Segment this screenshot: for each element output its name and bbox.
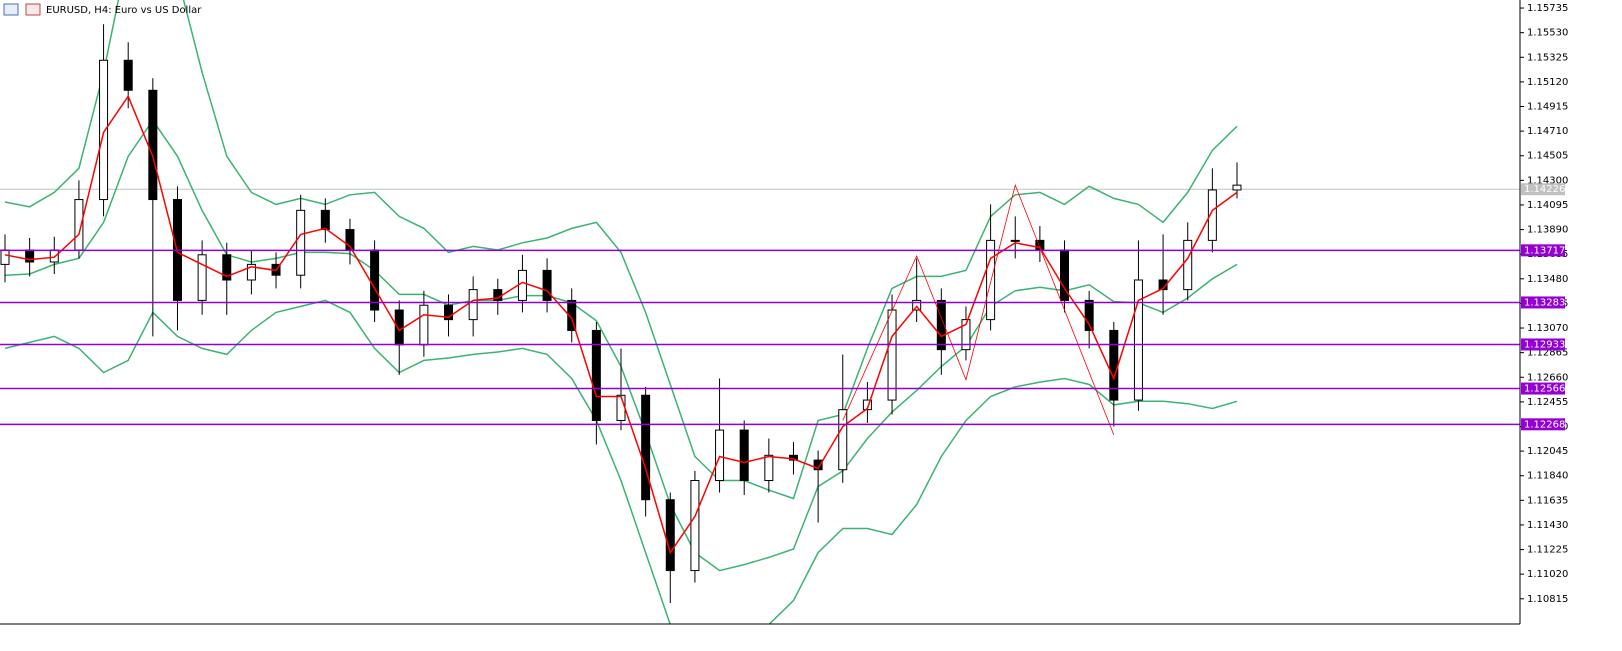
y-tick-label: 1.13070 bbox=[1527, 323, 1568, 334]
candle-body bbox=[148, 89, 158, 201]
y-tick-label: 1.14710 bbox=[1527, 126, 1568, 137]
level-badge bbox=[1521, 244, 1565, 257]
level-label: 1.12933 bbox=[1524, 339, 1565, 350]
current-price-label: 1.14226 bbox=[1524, 184, 1565, 195]
candle-body bbox=[1010, 239, 1020, 242]
candle-body bbox=[370, 249, 380, 311]
level-label: 1.13717 bbox=[1524, 245, 1565, 256]
y-tick-label: 1.11020 bbox=[1527, 569, 1568, 580]
y-tick-label: 1.15325 bbox=[1527, 52, 1568, 63]
candle-body bbox=[641, 394, 651, 501]
candle-body bbox=[739, 429, 749, 482]
candle-body bbox=[567, 299, 577, 331]
y-tick-label: 1.10815 bbox=[1527, 594, 1568, 605]
candle-body bbox=[246, 263, 256, 281]
candle-body bbox=[517, 269, 527, 301]
level-label: 1.12566 bbox=[1524, 384, 1565, 395]
y-tick-label: 1.15735 bbox=[1527, 3, 1568, 14]
candle-body bbox=[419, 304, 429, 346]
candle-body bbox=[936, 299, 946, 351]
level-label: 1.12268 bbox=[1524, 419, 1565, 430]
chart-title: EURUSD, H4: Euro vs US Dollar bbox=[46, 5, 202, 16]
y-tick-label: 1.12045 bbox=[1527, 446, 1568, 457]
candle-body bbox=[961, 319, 971, 351]
candle-body bbox=[49, 249, 59, 263]
candle-body bbox=[99, 59, 109, 201]
candle-body bbox=[197, 254, 207, 301]
candle-body bbox=[320, 209, 330, 231]
y-tick-label: 1.15120 bbox=[1527, 77, 1568, 88]
plot-area bbox=[0, 0, 1520, 624]
candle-body bbox=[1084, 299, 1094, 331]
candle-body bbox=[1109, 329, 1119, 401]
y-tick-label: 1.11840 bbox=[1527, 471, 1568, 482]
bollinger-upper bbox=[4, 0, 1238, 500]
candle-body bbox=[986, 239, 996, 321]
candle-body bbox=[468, 289, 478, 321]
y-tick-label: 1.14095 bbox=[1527, 200, 1568, 211]
y-tick-label: 1.14300 bbox=[1527, 175, 1568, 186]
candle-body bbox=[123, 59, 133, 91]
chart-icon bbox=[25, 3, 41, 16]
candle-body bbox=[542, 269, 552, 301]
y-tick-label: 1.11430 bbox=[1527, 520, 1568, 531]
y-tick-label: 1.11635 bbox=[1527, 495, 1568, 506]
bollinger-lower bbox=[4, 299, 1238, 624]
candle-body bbox=[296, 209, 306, 276]
candle-body bbox=[222, 254, 232, 281]
zigzag bbox=[842, 183, 1115, 436]
candle-body bbox=[591, 329, 601, 421]
level-badge bbox=[1521, 338, 1565, 351]
y-tick-label: 1.13480 bbox=[1527, 274, 1568, 285]
candle-body bbox=[1207, 189, 1217, 241]
level-badge bbox=[1521, 296, 1565, 309]
candle-body bbox=[862, 399, 872, 411]
y-tick-label: 1.11225 bbox=[1527, 545, 1568, 556]
candle-body bbox=[912, 299, 922, 311]
candle-body bbox=[764, 454, 774, 482]
y-tick-label: 1.14505 bbox=[1527, 151, 1568, 162]
level-badge bbox=[1521, 382, 1565, 395]
candle-body bbox=[715, 429, 725, 482]
price-axis: 1.15735 1.15530 1.15325 1.15120 1.14915 1.147… bbox=[1520, 3, 1568, 605]
candle-body bbox=[1158, 279, 1168, 291]
candle-body bbox=[788, 454, 798, 461]
y-tick-label: 1.12865 bbox=[1527, 348, 1568, 359]
candle-body bbox=[690, 480, 700, 572]
candle-body bbox=[1232, 184, 1242, 191]
candle-body bbox=[444, 304, 454, 321]
candle-body bbox=[1183, 239, 1193, 291]
candle-body bbox=[1133, 279, 1143, 401]
level-label: 1.13283 bbox=[1524, 297, 1565, 308]
candle-body bbox=[665, 499, 675, 572]
current-price-badge bbox=[1521, 183, 1565, 196]
y-tick-label: 1.14915 bbox=[1527, 102, 1568, 113]
candle-body bbox=[616, 394, 626, 421]
candle-body bbox=[0, 249, 10, 265]
moving-average bbox=[4, 94, 1238, 555]
y-tick-label: 1.15530 bbox=[1527, 28, 1568, 39]
candle-body bbox=[838, 409, 848, 471]
y-tick-label: 1.12660 bbox=[1527, 372, 1568, 383]
window-icon bbox=[3, 3, 19, 16]
y-tick-label: 1.13890 bbox=[1527, 225, 1568, 236]
y-tick-label: 1.12455 bbox=[1527, 397, 1568, 408]
candle-body bbox=[394, 309, 404, 346]
candle-body bbox=[813, 459, 823, 471]
level-badge bbox=[1521, 418, 1565, 431]
candle-body bbox=[887, 309, 897, 401]
